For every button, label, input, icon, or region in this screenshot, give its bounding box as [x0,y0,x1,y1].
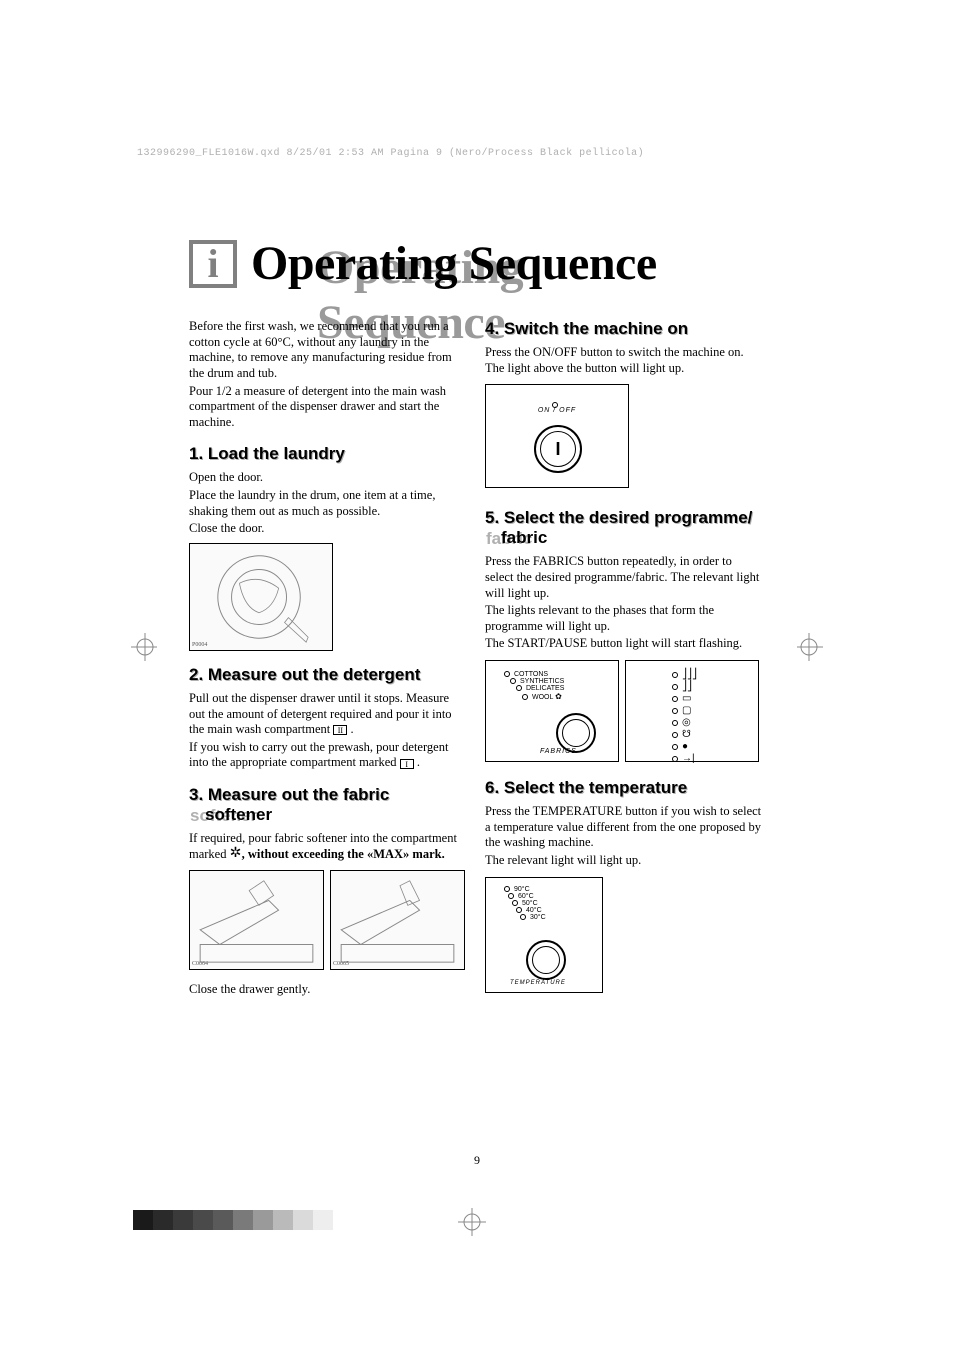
heading-5: 5. Select the desired programme/ 5. Sele… [485,508,763,528]
left-column: Before the first wash, we recommend that… [189,319,467,1000]
title-text: Operating Sequence [251,237,657,290]
diagram-fabrics-row: COTTONS SYNTHETICS DELICATES WOOL ✿ FABR… [485,660,763,762]
illustration-door: P0004 [189,543,333,651]
compartment-ii-icon: II [333,725,347,735]
diagram-temperature: 90°C 60°C 50°C 40°C 30°C TEMPERATURE [485,877,603,993]
s6-p1: Press the TEMPERATURE button if you wish… [485,804,763,851]
page-title: i Operating Sequence Operating Sequence [189,236,657,291]
s5-p2: The lights relevant to the phases that f… [485,603,763,634]
heading-6: 6. Select the temperature 6. Select the … [485,778,763,798]
info-icon: i [189,240,237,288]
s1-p1: Open the door. [189,470,467,486]
illustration-pour-1: C0064 [189,870,324,970]
heading-3-sub: softener softener [189,805,467,825]
s3-p1: If required, pour fabric softener into t… [189,831,467,862]
s1-p3: Close the door. [189,521,467,537]
heading-5-sub: fabric fabric [485,528,763,548]
registration-mark-bottom [440,1206,504,1250]
diagram-fabrics: COTTONS SYNTHETICS DELICATES WOOL ✿ FABR… [485,660,619,762]
heading-3: 3. Measure out the fabric 3. Measure out… [189,785,467,805]
color-bar [133,1210,333,1230]
intro-2: Pour 1/2 a measure of detergent into the… [189,384,467,431]
s1-p2: Place the laundry in the drum, one item … [189,488,467,519]
s2-p1: Pull out the dispenser drawer until it s… [189,691,467,738]
illustration-pour-2: C0065 [330,870,465,970]
registration-mark-right [797,625,841,669]
heading-1: 1. Load the laundry 1. Load the laundry [189,444,467,464]
softener-icon: ✲ [230,849,242,861]
s5-p1: Press the FABRICS button repeatedly, in … [485,554,763,601]
s3-close: Close the drawer gently. [189,982,467,998]
intro-1: Before the first wash, we recommend that… [189,319,467,382]
page-number: 9 [0,1153,954,1168]
s4-p1: Press the ON/OFF button to switch the ma… [485,345,763,376]
heading-4: 4. Switch the machine on 4. Switch the m… [485,319,763,339]
diagram-onoff: ON / OFF I [485,384,629,488]
illustration-row-pour: C0064 C0065 [189,864,467,976]
compartment-i-icon: I [400,759,414,769]
right-column: 4. Switch the machine on 4. Switch the m… [485,319,763,1001]
s6-p2: The relevant light will light up. [485,853,763,869]
s5-p3: The START/PAUSE button light will start … [485,636,763,652]
s2-p2: If you wish to carry out the prewash, po… [189,740,467,771]
heading-2: 2. Measure out the detergent 2. Measure … [189,665,467,685]
registration-mark-left [113,625,157,669]
diagram-phases: ⎦⎦⎦ ⎦⎦ ▭ ▢ ◎ ☋ ● →| [625,660,759,762]
prepress-header: 132996290_FLE1016W.qxd 8/25/01 2:53 AM P… [137,148,644,159]
